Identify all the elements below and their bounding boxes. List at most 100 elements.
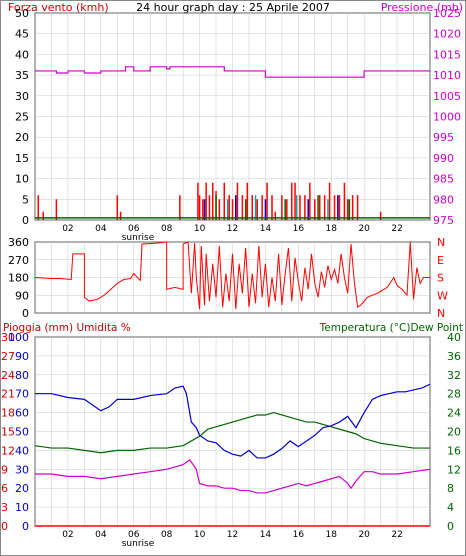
direction-y-tick-label: 270 [8,254,29,267]
hour-tick-label: 02 [62,530,73,540]
hour-tick-label: 20 [358,530,370,540]
wind-y-tick-label: 15 [15,152,29,165]
humidity-y-tick-label: 90 [15,350,29,363]
temperature-y-tick-label: 28 [447,388,461,401]
sunrise-label-top: sunrise [122,233,155,243]
pressure-y-tick-label: 990 [433,152,454,165]
temperature-y-tick-label: 4 [447,501,454,514]
compass-tick-label: N [437,307,445,320]
temperature-y-tick-label: 36 [447,350,461,363]
rain-humidity-axis-title: Pioggia (mm) Umidita % [3,322,131,334]
pressure-y-axis-ticks: 975 980 985 990 995 1000 1005 1010 1015 1020 1025 [433,7,461,227]
humidity-y-tick-label: 70 [15,388,29,401]
humidity-line [35,383,431,459]
hour-tick-label: 06 [128,224,140,234]
rain-y-tick-label: 9 [1,463,8,476]
rain-y-tick-label: 24 [1,369,15,382]
wind-y-tick-label: 25 [15,111,29,124]
hour-tick-label: 22 [391,224,402,234]
temp-x-axis-ticks: 02 04 06 08 10 12 14 16 18 20 22 [62,530,403,540]
humidity-y-tick-label: 0 [22,520,29,533]
wind-y-tick-label: 5 [22,193,29,206]
pressure-y-tick-label: 1000 [433,111,461,124]
sunrise-label-bottom: sunrise [122,539,155,549]
hour-tick-label: 10 [194,530,206,540]
wind-y-tick-label: 20 [15,131,29,144]
hour-tick-label: 16 [293,224,305,234]
wind-y-axis-ticks: 0 5 10 15 20 25 30 35 40 45 50 [15,7,29,227]
humidity-y-tick-label: 80 [15,369,29,382]
temperature-y-tick-label: 0 [447,520,454,533]
temperature-y-tick-label: 40 [447,331,461,344]
hour-tick-label: 22 [391,530,402,540]
rain-y-tick-label: 12 [1,444,15,457]
compass-tick-label: W [437,289,448,302]
temperature-y-tick-label: 8 [447,482,454,495]
humidity-y-tick-label: 100 [8,331,29,344]
wind-y-tick-label: 0 [22,214,29,227]
hour-tick-label: 06 [128,530,140,540]
hour-tick-label: 10 [194,224,206,234]
humidity-y-tick-label: 30 [15,463,29,476]
humidity-y-tick-label: 10 [15,501,29,514]
hour-tick-label: 14 [260,530,272,540]
wind-y-tick-label: 40 [15,48,29,61]
wind-y-tick-label: 45 [15,28,29,41]
compass-tick-label: E [437,254,444,267]
humidity-y-tick-label: 50 [15,426,29,439]
temperature-line [34,411,430,454]
direction-y-axis-ticks: 0 90 180 270 360 [8,236,29,320]
hour-tick-label: 08 [161,224,173,234]
hour-tick-label: 02 [62,224,73,234]
chart-title: 24 hour graph day : 25 Aprile 2007 [136,1,330,14]
rain-y-tick-label: 27 [1,350,15,363]
rain-y-tick-label: 21 [1,388,15,401]
pressure-y-tick-label: 1025 [433,7,461,20]
pressure-y-tick-label: 980 [433,193,454,206]
wind-axis-title: Forza vento (kmh) [8,1,109,14]
direction-y-tick-label: 0 [22,307,29,320]
humidity-y-tick-label: 40 [15,444,29,457]
wind-direction-line [34,241,430,310]
pressure-y-tick-label: 1010 [433,69,461,82]
temperature-y-tick-label: 32 [447,369,461,382]
temperature-y-tick-label: 24 [447,407,461,420]
dewpoint-line [35,459,431,494]
rain-y-tick-label: 3 [1,501,8,514]
hour-tick-label: 18 [326,530,338,540]
hour-tick-label: 12 [227,530,238,540]
hour-tick-label: 20 [358,224,370,234]
wind-y-tick-label: 35 [15,69,29,82]
rain-y-tick-label: 0 [1,520,8,533]
compass-tick-label: S [437,272,444,285]
direction-y-tick-label: 180 [8,272,29,285]
rain-y-tick-label: 30 [1,331,15,344]
pressure-axis-title: Pressione (mb) [381,1,463,14]
wind-y-tick-label: 10 [15,173,29,186]
pressure-y-tick-label: 995 [433,131,454,144]
temp-humidity-grid [34,336,431,527]
pressure-y-tick-label: 1005 [433,90,461,103]
wind-bars [37,182,382,220]
rain-y-tick-label: 15 [1,426,15,439]
rain-y-tick-label: 6 [1,482,8,495]
temperature-y-tick-label: 12 [447,463,461,476]
temperature-y-tick-label: 16 [447,444,461,457]
hour-tick-label: 12 [227,224,238,234]
pressure-line [35,66,430,78]
hour-tick-label: 08 [161,530,173,540]
wind-pressure-grid [34,12,431,221]
wind-y-tick-label: 30 [15,90,29,103]
rain-axis-title: Pioggia (mm) Umidita % [3,322,131,334]
temperature-axis-title: Temperatura (°C)Dew Point [319,322,463,334]
wind-y-tick-label: 50 [15,7,29,20]
temperature-y-tick-label: 20 [447,426,461,439]
compass-tick-label: N [437,236,445,249]
hour-tick-label: 04 [95,224,107,234]
